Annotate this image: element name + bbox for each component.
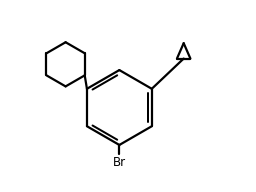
Text: Br: Br bbox=[113, 156, 126, 169]
